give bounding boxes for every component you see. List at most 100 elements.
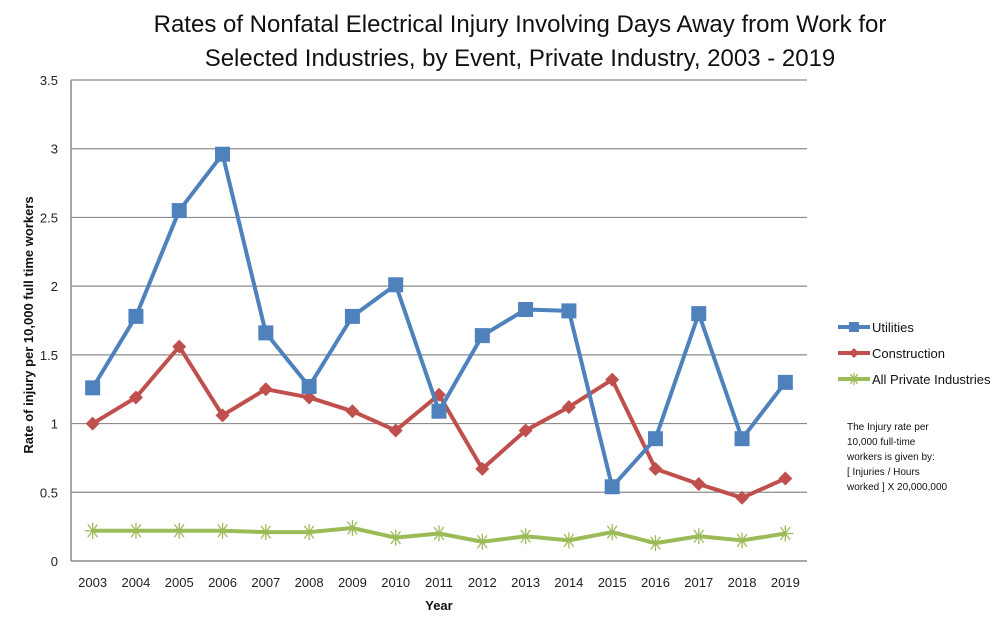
series-all-private-industries bbox=[84, 520, 794, 552]
legend-label: Utilities bbox=[872, 320, 914, 335]
legend-item: Construction bbox=[838, 346, 945, 361]
marker-diamond bbox=[648, 461, 663, 476]
marker-diamond bbox=[849, 348, 859, 358]
marker-diamond bbox=[691, 477, 706, 492]
x-tick-label: 2012 bbox=[468, 575, 497, 590]
y-tick-label: 0.5 bbox=[40, 485, 58, 500]
x-tick-label: 2007 bbox=[251, 575, 280, 590]
marker-star bbox=[301, 524, 318, 541]
marker-diamond bbox=[85, 416, 100, 431]
marker-star bbox=[647, 535, 664, 552]
series-utilities bbox=[85, 146, 793, 495]
marker-star bbox=[517, 528, 534, 545]
legend-label: Construction bbox=[872, 346, 945, 361]
marker-star bbox=[84, 522, 101, 539]
marker-star bbox=[344, 520, 361, 537]
marker-star bbox=[777, 525, 794, 542]
marker-square bbox=[85, 380, 101, 396]
legend-item: All Private Industries bbox=[838, 372, 991, 387]
y-tick-label: 3 bbox=[51, 142, 58, 157]
x-tick-label: 2015 bbox=[598, 575, 627, 590]
y-tick-label: 2.5 bbox=[40, 210, 58, 225]
marker-square bbox=[344, 308, 360, 324]
series-construction bbox=[85, 339, 793, 505]
marker-square bbox=[301, 378, 317, 394]
x-tick-label: 2013 bbox=[511, 575, 540, 590]
marker-square bbox=[171, 203, 187, 219]
marker-star bbox=[257, 524, 274, 541]
x-axis-ticks: 2003 2004 2005 2006 2007 2008 2009 2010 2011 2012… bbox=[78, 575, 800, 590]
x-tick-label: 2010 bbox=[381, 575, 410, 590]
marker-square bbox=[561, 303, 577, 319]
x-tick-label: 2009 bbox=[338, 575, 367, 590]
marker-square bbox=[777, 374, 793, 390]
x-tick-label: 2014 bbox=[554, 575, 583, 590]
x-tick-label: 2008 bbox=[295, 575, 324, 590]
marker-diamond bbox=[475, 461, 490, 476]
marker-star bbox=[848, 373, 860, 385]
marker-square bbox=[388, 277, 404, 293]
y-tick-label: 3.5 bbox=[40, 73, 58, 88]
x-axis-title: Year bbox=[425, 598, 452, 613]
marker-diamond bbox=[605, 372, 620, 387]
marker-star bbox=[214, 522, 231, 539]
marker-diamond bbox=[735, 490, 750, 505]
marker-square bbox=[734, 431, 750, 447]
marker-star bbox=[431, 525, 447, 542]
marker-star bbox=[474, 533, 491, 550]
x-tick-label: 2017 bbox=[684, 575, 713, 590]
chart-title: Rates of Nonfatal Electrical Injury Invo… bbox=[0, 8, 1000, 76]
marker-star bbox=[734, 532, 751, 549]
series-group bbox=[84, 146, 794, 552]
marker-star bbox=[560, 532, 577, 549]
x-tick-label: 2005 bbox=[165, 575, 194, 590]
x-tick-label: 2016 bbox=[641, 575, 670, 590]
x-tick-label: 2006 bbox=[208, 575, 237, 590]
y-tick-label: 2 bbox=[51, 279, 58, 294]
marker-diamond bbox=[561, 400, 576, 415]
marker-star bbox=[604, 524, 621, 541]
legend: Utilities Construction All Private Industr… bbox=[838, 320, 991, 387]
marker-star bbox=[171, 522, 188, 539]
marker-square bbox=[258, 325, 274, 341]
x-tick-label: 2019 bbox=[771, 575, 800, 590]
y-tick-label: 1 bbox=[51, 417, 58, 432]
x-tick-label: 2011 bbox=[425, 575, 453, 590]
marker-square bbox=[128, 308, 144, 324]
marker-square bbox=[647, 431, 663, 447]
marker-diamond bbox=[388, 423, 403, 438]
marker-star bbox=[690, 528, 707, 545]
chart-title-line-1: Rates of Nonfatal Electrical Injury Invo… bbox=[153, 11, 887, 38]
chart-title-line-2: Selected Industries, by Event, Private I… bbox=[204, 45, 836, 72]
marker-diamond bbox=[258, 382, 273, 397]
x-tick-label: 2018 bbox=[728, 575, 757, 590]
axes bbox=[70, 80, 807, 562]
formula-note: The Injury rate per 10,000 full-time wor… bbox=[847, 422, 948, 493]
legend-label: All Private Industries bbox=[872, 372, 991, 387]
marker-square bbox=[518, 302, 534, 318]
marker-diamond bbox=[172, 339, 187, 354]
x-tick-label: 2004 bbox=[121, 575, 150, 590]
marker-square bbox=[604, 479, 620, 495]
gridlines bbox=[71, 79, 807, 493]
y-axis-title: Rate of injury per 10,000 full time work… bbox=[21, 196, 36, 453]
marker-diamond bbox=[345, 404, 360, 419]
marker-diamond bbox=[215, 408, 230, 423]
marker-square bbox=[849, 322, 859, 332]
marker-square bbox=[431, 403, 447, 419]
marker-square bbox=[215, 146, 231, 162]
legend-item: Utilities bbox=[838, 320, 914, 335]
y-tick-label: 1.5 bbox=[40, 348, 58, 363]
marker-square bbox=[474, 328, 490, 344]
marker-diamond bbox=[518, 423, 533, 438]
y-axis-ticks: 0 0.5 1 1.5 2 2.5 3 3.5 bbox=[40, 73, 58, 569]
marker-square bbox=[691, 306, 707, 322]
series-line bbox=[90, 152, 787, 489]
marker-star bbox=[387, 529, 404, 546]
marker-diamond bbox=[128, 390, 143, 405]
marker-star bbox=[127, 522, 144, 539]
y-tick-label: 0 bbox=[51, 554, 58, 569]
marker-diamond bbox=[778, 471, 793, 486]
x-tick-label: 2003 bbox=[78, 575, 107, 590]
